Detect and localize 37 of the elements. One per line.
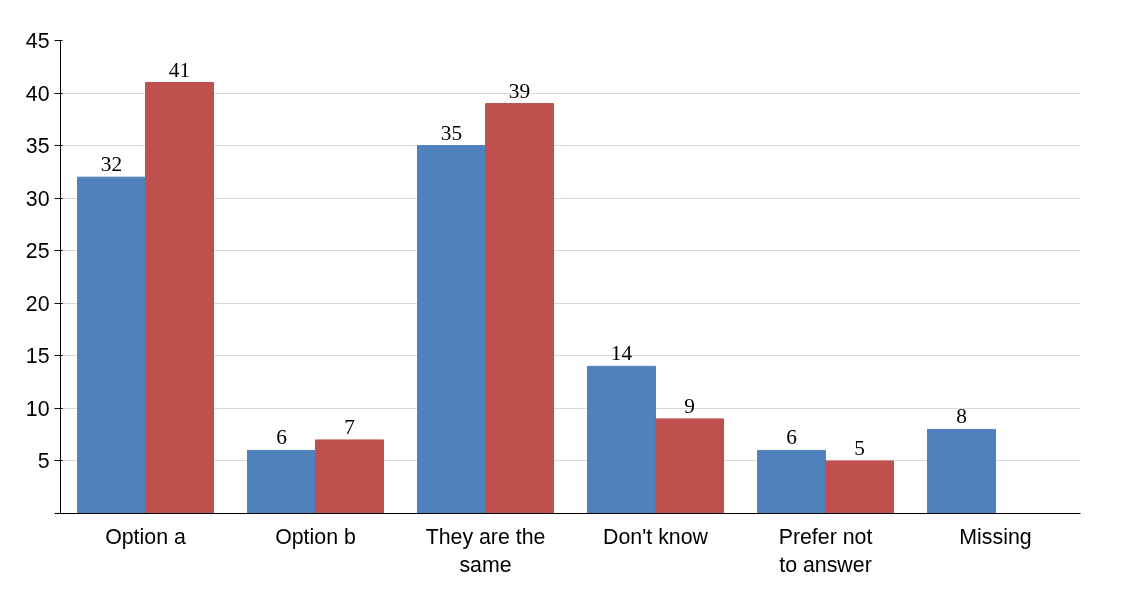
- y-tick-label: 30: [25, 186, 50, 211]
- data-label: 14: [610, 341, 633, 366]
- y-tick-label: 45: [25, 29, 50, 53]
- bar: [315, 439, 384, 514]
- x-tick-label: Option b: [275, 524, 356, 549]
- data-label: 41: [168, 57, 191, 82]
- bar: [825, 460, 894, 514]
- x-tick-label: Don't know: [603, 524, 709, 549]
- data-label: 39: [508, 78, 531, 103]
- y-tick-label: 20: [25, 291, 50, 316]
- data-label: 7: [344, 414, 356, 439]
- data-label: 6: [786, 425, 798, 450]
- y-tick-label: 10: [25, 396, 50, 421]
- y-tick-label: 25: [25, 239, 50, 264]
- data-label: 9: [684, 393, 695, 418]
- bar: [757, 449, 826, 514]
- bar: [77, 176, 146, 514]
- bar: [655, 418, 724, 514]
- y-tick-label: 5: [37, 449, 50, 474]
- y-tick-label: 35: [25, 134, 50, 159]
- x-tick-label: Prefer not to answer: [778, 524, 873, 578]
- data-label: 5: [854, 435, 865, 460]
- bar: [587, 365, 656, 514]
- data-label: 8: [956, 404, 967, 429]
- bar: [417, 145, 486, 514]
- data-label: 32: [100, 152, 123, 177]
- bar: [927, 428, 996, 514]
- x-tick-label: Missing: [959, 524, 1032, 549]
- x-tick-label: Option a: [105, 524, 186, 549]
- data-label: 6: [276, 425, 288, 450]
- y-tick-label: 40: [25, 81, 50, 106]
- y-tick-label: 15: [25, 344, 50, 369]
- bar: [485, 103, 554, 514]
- bar: [145, 82, 214, 514]
- bar: [247, 449, 316, 514]
- x-tick-label: They are the same: [425, 524, 546, 578]
- data-label: 35: [440, 120, 463, 145]
